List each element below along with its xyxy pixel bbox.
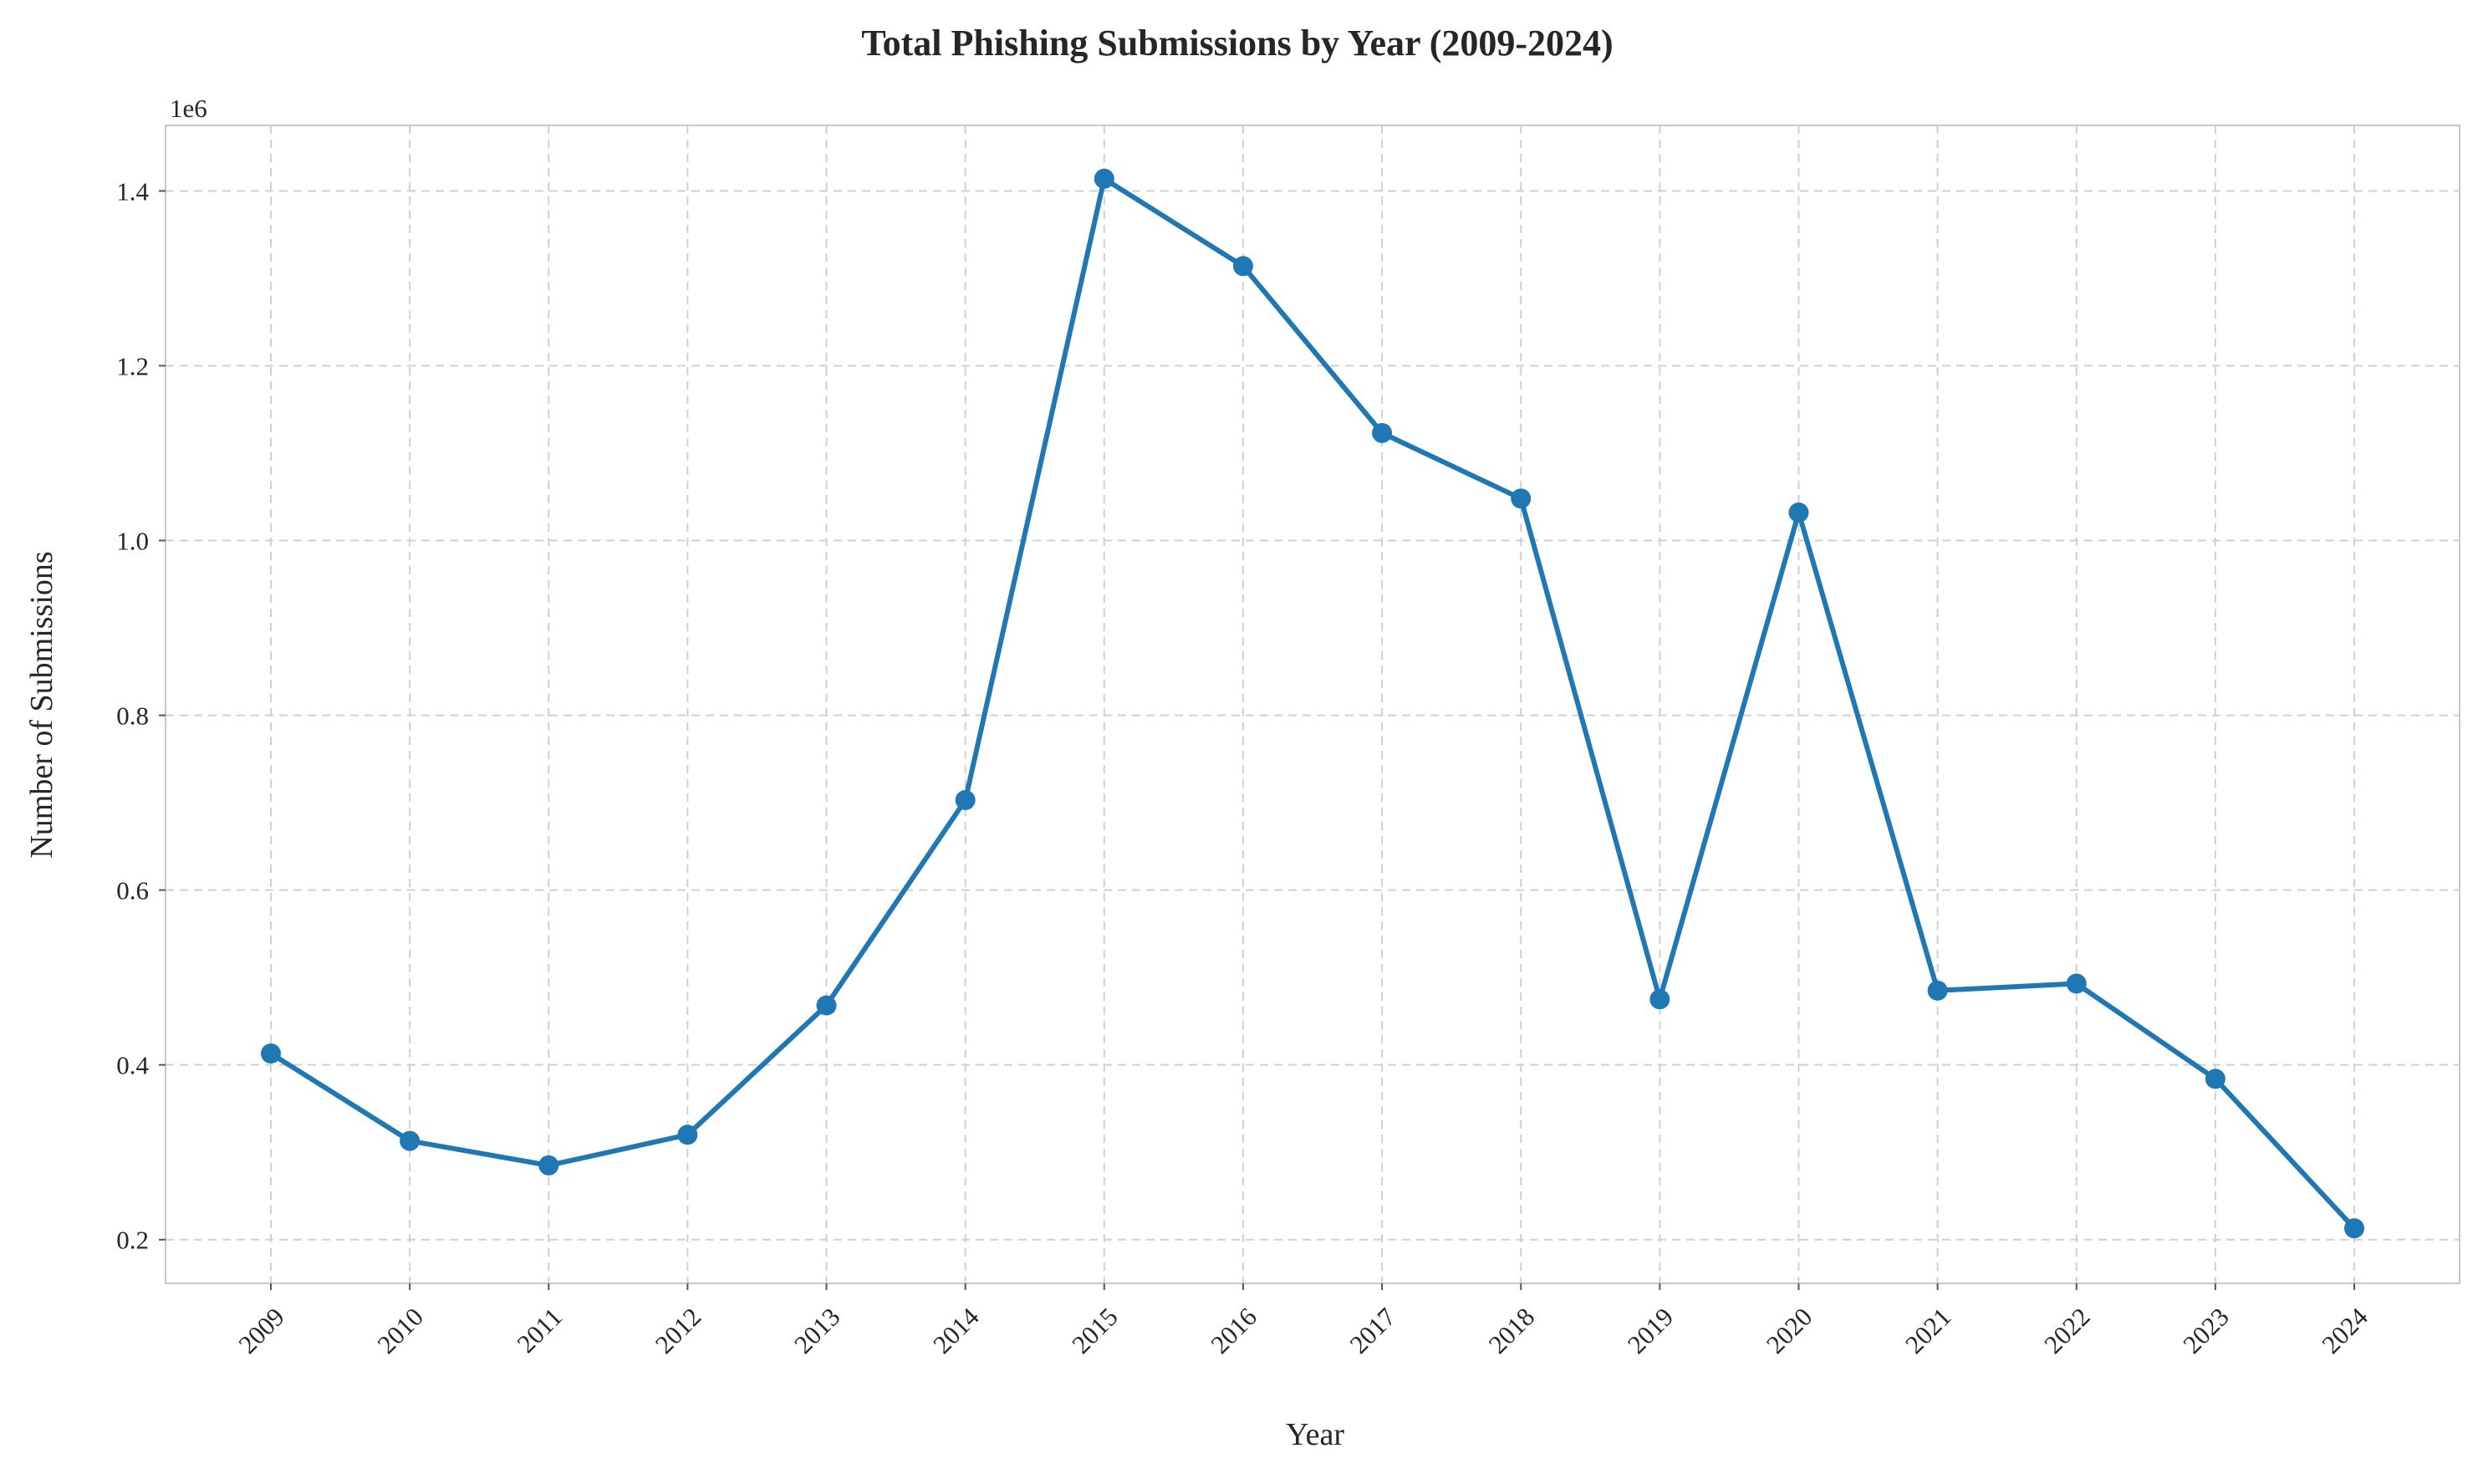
data-point-2017 [1372,422,1393,443]
data-point-2011 [538,1155,559,1175]
series-line [268,176,2357,1232]
y-tick-label: 1.4 [116,176,149,206]
plot-frame [165,125,2460,1284]
data-point-2022 [2066,973,2087,994]
y-tick-label: 0.2 [116,1226,149,1255]
data-point-2009 [261,1043,281,1064]
series-layer [261,168,2364,1239]
y-tick-label: 1.2 [116,351,149,380]
data-point-2021 [1927,980,1948,1001]
data-point-2018 [1511,488,1532,509]
data-point-2023 [2205,1068,2226,1089]
y-tick-label: 0.4 [116,1051,149,1080]
y-tick-label: 0.6 [116,876,149,905]
y-tick-label: 0.8 [116,701,149,731]
data-point-2012 [677,1124,698,1145]
y-tick-label: 1.0 [116,527,149,556]
chart-title: Total Phishing Submissions by Year (2009… [861,23,1613,64]
data-point-2019 [1649,989,1670,1010]
x-axis-label: Year [1286,1417,1344,1452]
y-axis-offset-label: 1e6 [170,94,207,123]
grid [166,125,2460,1283]
data-point-2020 [1788,502,1809,523]
data-point-2024 [2344,1218,2364,1239]
data-point-2016 [1232,256,1253,277]
data-point-2010 [400,1130,421,1151]
data-point-2014 [955,789,976,810]
data-point-2015 [1094,168,1114,189]
y-axis-label: Number of Submissions [24,551,59,858]
data-point-2013 [816,995,837,1016]
